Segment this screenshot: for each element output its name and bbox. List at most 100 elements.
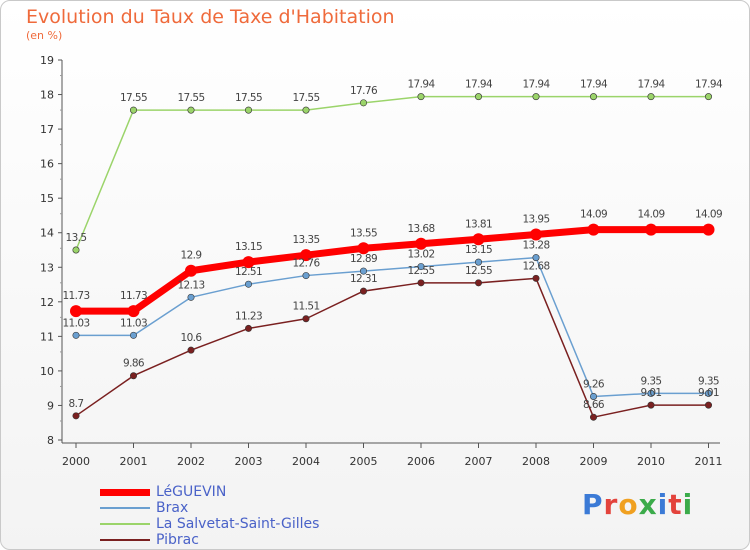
x-tick-label: 2009 <box>580 455 608 468</box>
logo-letter: P <box>582 488 604 521</box>
data-label: 13.15 <box>465 244 492 256</box>
data-point <box>704 401 712 409</box>
data-label: 14.09 <box>580 209 607 221</box>
data-point <box>532 274 540 282</box>
data-point <box>127 305 140 318</box>
x-tick-label: 2007 <box>465 455 493 468</box>
data-point <box>359 287 367 295</box>
data-label: 17.55 <box>177 92 204 104</box>
data-label: 11.03 <box>62 317 89 329</box>
y-tick-label: 8 <box>47 434 54 447</box>
series-line <box>76 226 709 315</box>
data-label: 13.35 <box>292 234 319 246</box>
data-label: 12.76 <box>292 258 320 270</box>
data-point <box>645 223 657 236</box>
y-tick-label: 10 <box>40 365 54 378</box>
data-label: 9.35 <box>698 375 719 387</box>
y-tick-label: 11 <box>40 330 54 343</box>
data-point <box>302 272 310 280</box>
data-label: 8.66 <box>583 399 605 411</box>
data-label: 17.94 <box>407 79 435 91</box>
data-point <box>589 392 597 400</box>
data-label: 12.51 <box>235 266 262 278</box>
y-tick-label: 18 <box>40 89 54 102</box>
data-label: 9.01 <box>641 387 662 399</box>
data-point <box>647 389 655 397</box>
y-tick-label: 13 <box>40 261 54 274</box>
chart-title: Evolution du Taux de Taxe d'Habitation <box>26 6 395 28</box>
legend-swatch <box>100 539 150 541</box>
x-tick-label: 2006 <box>407 455 435 468</box>
data-label: 11.03 <box>120 317 147 329</box>
data-point <box>359 99 367 107</box>
data-point <box>472 233 485 246</box>
data-point <box>187 293 195 301</box>
data-label: 12.31 <box>350 273 377 285</box>
data-label: 10.6 <box>181 332 203 344</box>
legend-label: LéGUEVIN <box>156 484 227 500</box>
x-tick-label: 2000 <box>62 455 90 468</box>
logo-letter: i <box>657 488 669 521</box>
data-label: 11.73 <box>120 290 147 302</box>
data-point <box>130 372 138 380</box>
data-label: 13.95 <box>522 213 549 225</box>
legend-label: Brax <box>156 500 189 516</box>
data-label: 9.26 <box>583 378 605 390</box>
x-tick-label: 2011 <box>695 455 723 468</box>
y-tick-label: 17 <box>40 123 54 136</box>
proxiti-logo: Proxiti <box>582 488 693 521</box>
data-label: 17.55 <box>120 92 147 104</box>
data-point <box>474 258 482 266</box>
data-point <box>587 223 600 236</box>
series-line <box>75 95 709 251</box>
data-point <box>357 242 370 255</box>
data-point <box>242 256 255 269</box>
data-point <box>647 401 655 409</box>
data-label: 13.02 <box>407 249 434 261</box>
data-point <box>530 228 542 241</box>
data-point <box>187 346 195 354</box>
data-point <box>589 413 597 421</box>
data-label: 17.76 <box>350 85 378 97</box>
data-label: 11.51 <box>292 301 319 313</box>
x-tick-label: 2001 <box>120 455 148 468</box>
data-point <box>130 106 138 114</box>
legend-swatch <box>100 488 150 496</box>
y-tick-label: 12 <box>40 296 54 309</box>
legend-item: La Salvetat-Saint-Gilles <box>100 516 319 532</box>
data-label: 13.81 <box>465 218 492 230</box>
data-point <box>474 279 482 287</box>
data-point <box>70 305 82 318</box>
data-label: 12.13 <box>177 279 204 291</box>
y-tick-label: 9 <box>47 399 54 412</box>
x-tick-label: 2010 <box>637 455 665 468</box>
data-label: 9.35 <box>641 375 662 387</box>
logo-letter: x <box>638 488 658 521</box>
data-label: 17.55 <box>292 92 319 104</box>
chart-subtitle: (en %) <box>26 29 63 42</box>
data-label: 17.94 <box>465 79 493 91</box>
data-point <box>130 331 138 339</box>
legend-item: Brax <box>100 500 319 516</box>
y-tick-label: 16 <box>40 158 54 171</box>
data-label: 17.94 <box>580 79 608 91</box>
data-label: 12.89 <box>350 253 377 265</box>
x-tick-label: 2003 <box>235 455 263 468</box>
data-point <box>704 389 712 397</box>
legend-item: LéGUEVIN <box>100 484 319 500</box>
logo-letter: t <box>668 488 683 521</box>
data-label: 9.01 <box>698 387 719 399</box>
data-label: 12.9 <box>181 250 202 262</box>
legend-label: Pibrac <box>156 532 199 548</box>
logo-letter: r <box>603 488 619 521</box>
legend-label: La Salvetat-Saint-Gilles <box>156 516 320 532</box>
data-point <box>300 249 312 262</box>
data-point <box>417 263 425 271</box>
legend-item: Pibrac <box>100 532 319 548</box>
data-point <box>302 315 310 323</box>
data-point <box>302 106 310 114</box>
data-label: 12.55 <box>465 265 492 277</box>
data-label: 9.86 <box>123 358 145 370</box>
